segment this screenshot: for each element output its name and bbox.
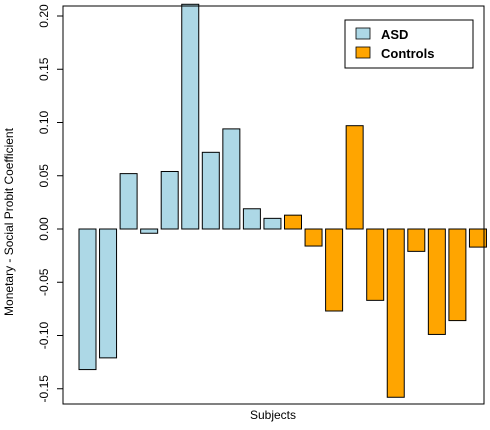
bar-asd (99, 228, 118, 359)
bar-controls (468, 228, 487, 248)
y-tick-label: 0.10 (37, 110, 51, 134)
bar-asd (78, 228, 97, 371)
bar-controls (407, 228, 426, 252)
bar-controls (386, 228, 405, 398)
y-tick-label: 0.15 (37, 57, 51, 81)
x-axis-title: Subjects (250, 408, 296, 422)
y-axis: -0.15 -0.10 -0.05 0.00 0.05 0.10 0.15 0.20 (37, 4, 63, 402)
y-tick-label: 0.00 (37, 217, 51, 241)
bar-asd (242, 208, 261, 230)
bar-asd (201, 151, 220, 230)
bar-asd (119, 173, 138, 230)
y-axis-title: Monetary - Social Probit Coefficient (2, 127, 16, 316)
bar-asd (160, 170, 179, 230)
y-tick-label: -0.15 (37, 375, 51, 403)
bar-controls (366, 228, 385, 301)
y-tick-label: -0.05 (37, 268, 51, 296)
legend: ASD Controls (344, 19, 474, 69)
legend-label-controls: Controls (381, 46, 434, 61)
bars-group (78, 3, 487, 398)
bar-controls (304, 228, 323, 247)
bar-asd (222, 128, 241, 230)
bar-controls (325, 228, 344, 312)
bar-asd (263, 217, 282, 230)
y-tick-label: 0.05 (37, 164, 51, 188)
y-tick-label: -0.10 (37, 322, 51, 350)
y-tick-label: 0.20 (37, 4, 51, 28)
bar-controls (284, 214, 302, 230)
legend-swatch-asd (355, 27, 371, 40)
bar-asd (140, 228, 159, 234)
bar-controls (345, 125, 364, 230)
plot-frame (62, 5, 485, 405)
bar-controls (448, 228, 467, 322)
legend-label-asd: ASD (381, 27, 408, 42)
legend-swatch-controls (355, 46, 371, 59)
bar-controls (427, 228, 446, 335)
bar-asd (181, 3, 200, 230)
